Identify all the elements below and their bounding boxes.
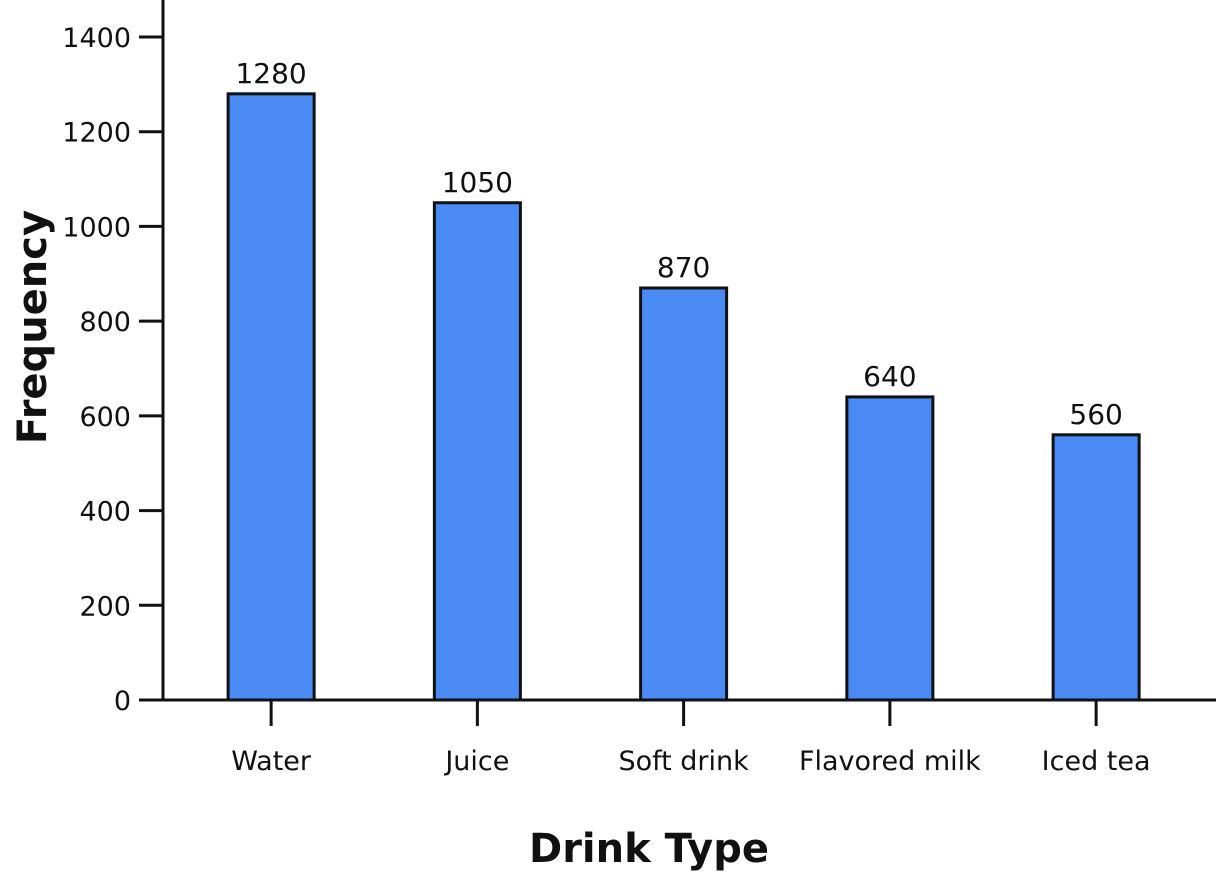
bar xyxy=(1051,433,1141,702)
y-tick-label: 200 xyxy=(79,591,131,622)
data-labels: 1280 1050 870 640 560 xyxy=(235,57,1122,431)
bar xyxy=(639,286,729,702)
x-tick-label: Flavored milk xyxy=(799,746,981,777)
data-label: 560 xyxy=(1069,398,1122,431)
bars xyxy=(226,92,1141,702)
x-tick-label: Soft drink xyxy=(618,746,749,777)
y-tick-label: 0 xyxy=(114,686,131,717)
y-tick-label: 1200 xyxy=(62,118,131,149)
y-axis-title: Frequency xyxy=(10,210,56,444)
data-label: 1050 xyxy=(442,166,513,199)
y-tick-label: 1000 xyxy=(62,212,131,243)
x-tick-label: Iced tea xyxy=(1042,746,1151,777)
bar xyxy=(432,201,522,702)
y-tick-label: 1400 xyxy=(62,23,131,54)
y-tick-label: 400 xyxy=(79,497,131,528)
data-label: 870 xyxy=(657,251,710,284)
x-tick-label: Water xyxy=(231,746,312,777)
data-label: 640 xyxy=(863,360,916,393)
bar xyxy=(226,92,316,702)
x-tick-label: Juice xyxy=(443,746,509,777)
x-axis-ticks: Water Juice Soft drink Flavored milk Iced te… xyxy=(231,700,1151,777)
x-axis-title: Drink Type xyxy=(529,826,769,872)
y-axis-ticks: 0 200 400 600 800 1000 1200 1400 xyxy=(62,23,163,717)
data-label: 1280 xyxy=(235,57,306,90)
y-tick-label: 800 xyxy=(79,307,131,338)
bar xyxy=(845,395,935,702)
y-tick-label: 600 xyxy=(79,402,131,433)
